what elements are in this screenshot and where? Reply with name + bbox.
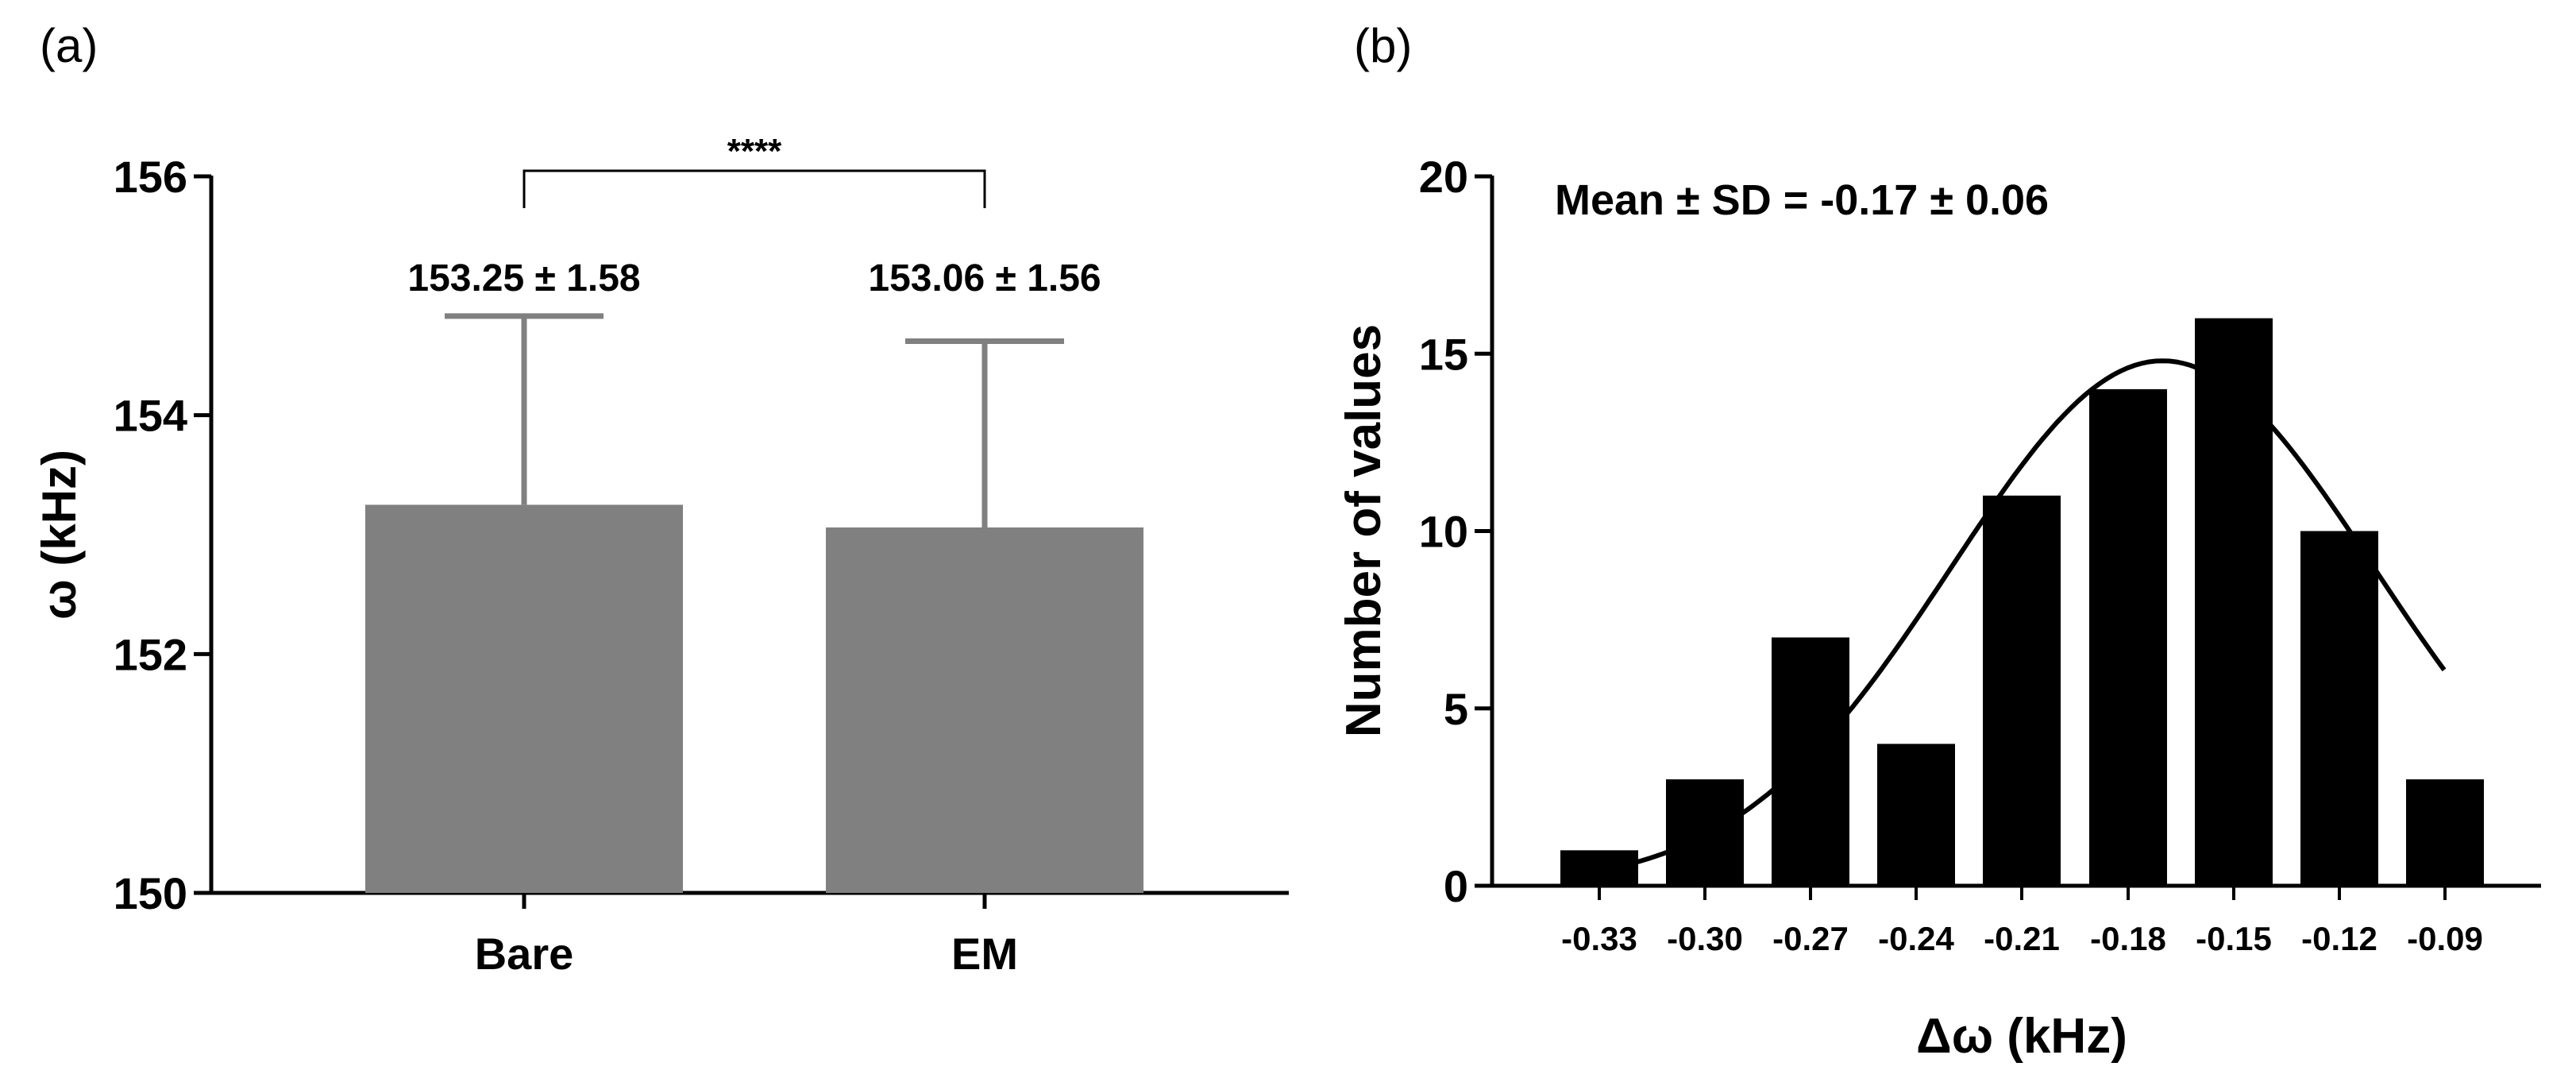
b-x-tick-label: -0.27 xyxy=(1772,920,1849,957)
panel-label-b: (b) xyxy=(1354,19,1412,72)
a-bar-bare xyxy=(365,504,683,893)
a-bar-em xyxy=(826,527,1143,893)
b-histogram-bar xyxy=(1877,744,1955,886)
a-significance-bracket xyxy=(523,169,986,208)
b-histogram-bar xyxy=(2300,531,2378,886)
b-histogram-bar xyxy=(2195,318,2273,887)
b-y-tick-label: 5 xyxy=(1444,684,1468,734)
b-x-tick-label: -0.09 xyxy=(2407,920,2483,957)
b-gaussian-fit-curve xyxy=(1598,358,2447,874)
a-y-tick-label: 150 xyxy=(114,868,187,918)
b-y-tick-label: 0 xyxy=(1444,861,1468,911)
a-x-tick-label: Bare xyxy=(475,929,574,979)
b-x-tick-label: -0.33 xyxy=(1561,920,1637,957)
a-y-tick-label: 152 xyxy=(114,629,187,679)
b-histogram-bar xyxy=(1560,850,1638,886)
b-y-tick-label: 10 xyxy=(1419,507,1468,557)
b-histogram-bar xyxy=(1983,495,2061,886)
b-y-tick-label: 15 xyxy=(1419,329,1468,379)
b-x-tick-label: -0.18 xyxy=(2090,920,2166,957)
b-x-tick-label: -0.12 xyxy=(2301,920,2377,957)
a-significance-stars: **** xyxy=(727,132,782,171)
b-histogram-bar xyxy=(2089,388,2167,886)
b-x-tick-label: -0.30 xyxy=(1667,920,1743,957)
b-x-tick-label: -0.21 xyxy=(1984,920,2060,957)
panel-a-bar-chart: (a) 150 152 154 156 ω (kHz) 153.25 ± 1.58 Bare… xyxy=(33,19,1289,979)
b-y-axis-title: Number of values xyxy=(1336,324,1391,737)
b-histogram-bar xyxy=(1772,637,1849,886)
a-y-tick-label: 156 xyxy=(114,152,187,202)
a-value-label: 153.06 ± 1.56 xyxy=(868,257,1101,299)
b-mean-sd-annotation: Mean ± SD = -0.17 ± 0.06 xyxy=(1555,176,2049,224)
b-y-tick-label: 20 xyxy=(1419,152,1468,202)
b-x-axis-title: Δω (kHz) xyxy=(1916,1009,2127,1064)
b-histogram-bar xyxy=(1666,779,1744,886)
a-x-tick-label: EM xyxy=(951,929,1018,979)
b-x-tick-label: -0.24 xyxy=(1878,920,1954,957)
a-y-axis-title: ω (kHz) xyxy=(33,450,86,620)
a-y-tick-label: 154 xyxy=(114,391,187,441)
b-histogram-bar xyxy=(2406,779,2484,886)
b-x-tick-label: -0.15 xyxy=(2196,920,2272,957)
panel-b-histogram: (b) 0 5 10 15 20 Number of values -0.33 -0.30 -0… xyxy=(1336,19,2541,1064)
a-value-label: 153.25 ± 1.58 xyxy=(407,257,640,299)
panel-label-a: (a) xyxy=(40,19,98,72)
